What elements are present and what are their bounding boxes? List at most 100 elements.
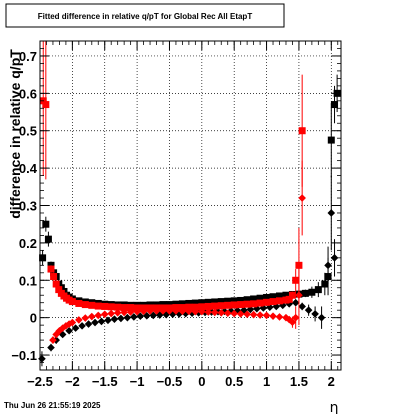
data-point [250,295,258,303]
data-point [250,300,258,308]
data-point [49,336,57,344]
data-point [120,304,128,312]
data-point [285,295,293,303]
data-point [198,299,206,307]
data-point [104,316,112,325]
data-point [275,313,284,321]
data-point [256,299,264,307]
data-point [327,209,336,217]
data-point [304,306,313,314]
data-point [172,307,180,315]
data-point [210,308,219,317]
data-point [185,307,193,316]
data-point [146,307,154,315]
data-point [81,314,90,322]
data-point [42,220,50,228]
data-point [178,307,187,316]
data-point [78,322,86,330]
data-point [204,298,212,306]
data-point [139,307,148,316]
data-point [237,296,245,304]
timestamp: Thu Jun 26 21:55:19 2025 [4,401,101,410]
data-point [185,299,193,307]
data-point [291,313,300,322]
data-point [181,309,190,318]
data-point [263,293,271,301]
data-point [278,301,287,310]
data-point [220,307,229,316]
data-point [127,304,135,312]
data-point [75,299,83,307]
data-point [198,303,206,311]
data-point [243,296,251,304]
data-point [288,318,297,326]
data-point [68,318,77,327]
data-point [236,310,245,318]
data-point [223,309,232,317]
data-point [110,315,119,323]
data-point [114,303,122,311]
y-tick-label: 0.7 [19,49,37,64]
data-point [120,308,128,317]
y-tick-label: 0.4 [19,161,38,176]
data-point [331,101,339,109]
data-point [107,303,115,311]
data-point [94,311,103,320]
data-point [269,293,277,301]
data-point [295,291,303,300]
data-point [276,297,284,305]
grid [39,41,341,370]
data-point [100,310,109,319]
y-tick-label: 0.3 [19,199,37,214]
series-layer [38,41,341,367]
chart-title: Fitted difference in relative q/pT for G… [38,12,253,21]
data-point [243,300,251,308]
x-axis-label: η [330,400,339,414]
data-point [211,298,219,306]
data-point [269,312,277,320]
data-point [217,298,225,306]
data-point [224,301,232,309]
x-tick-label: 0 [198,374,205,389]
x-tick-label: −1 [130,374,145,389]
y-axis-label: difference in relative q/pT [7,49,23,219]
data-point [230,301,238,309]
data-point [55,286,63,294]
title-box: Fitted difference in relative q/pT for G… [5,3,285,28]
data-point [130,313,138,321]
data-point [165,307,174,315]
data-point [198,307,206,316]
y-tick-label: 0.1 [19,273,37,288]
data-point [285,300,294,308]
data-point [262,311,271,320]
data-point [298,127,306,135]
data-point [211,302,219,310]
data-point [298,302,306,311]
data-point [217,308,226,317]
data-point [133,307,141,316]
data-point [217,302,225,310]
data-point [265,303,274,311]
data-point [237,301,245,309]
data-point [227,307,235,315]
data-point [126,308,135,316]
x-tick-label: 0.5 [225,374,243,389]
data-point [301,289,309,297]
data-point [191,299,199,307]
data-point [185,303,193,311]
data-point [101,302,109,310]
data-point [230,297,238,305]
y-tick-label: −0.1 [11,348,37,363]
data-point [256,311,264,319]
x-tick-label: 1 [263,374,270,389]
data-point [168,310,177,319]
data-point [62,322,70,330]
data-point [91,318,99,327]
data-point [113,308,122,317]
data-point [117,314,125,323]
data-point [107,309,116,318]
y-tick-label: 0.5 [19,124,37,139]
data-point [191,303,199,311]
data-point [263,298,271,306]
